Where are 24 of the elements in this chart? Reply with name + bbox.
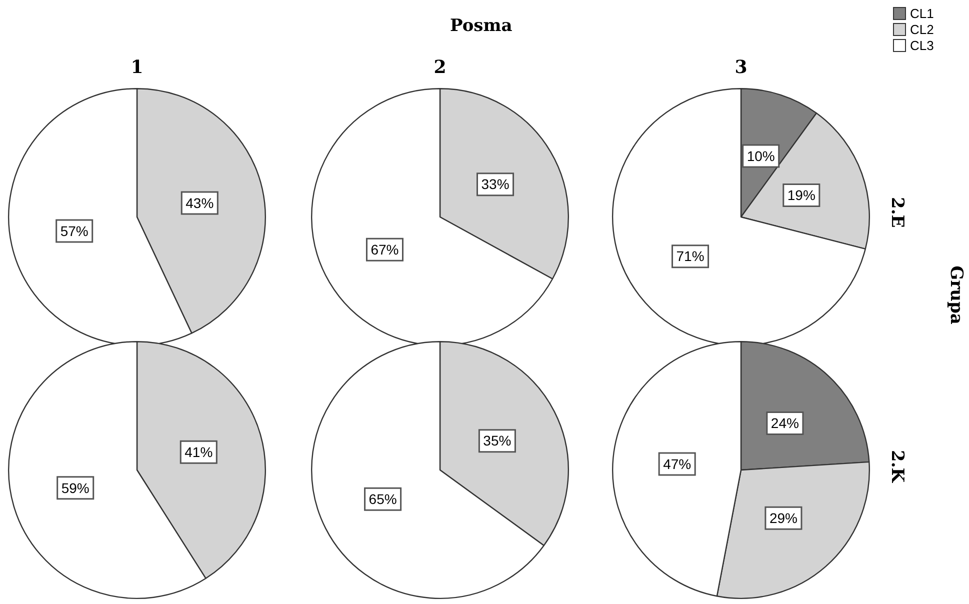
- legend-label: CL2: [909, 21, 934, 37]
- text: 2.E: [887, 197, 907, 228]
- data-label: 19%: [787, 187, 816, 204]
- data-label: 43%: [186, 194, 214, 211]
- data-label: 47%: [663, 456, 692, 472]
- chart-title: 2: [432, 57, 448, 78]
- text: Grupa: [946, 266, 966, 324]
- data-label: 67%: [370, 242, 399, 258]
- data-label: 57%: [60, 222, 88, 239]
- data-label: 35%: [483, 432, 512, 449]
- text: 2.K: [887, 450, 907, 483]
- data-label: 41%: [184, 444, 213, 460]
- data-label: 59%: [61, 480, 90, 496]
- data-label: 24%: [770, 415, 799, 432]
- chart-title: 1: [130, 57, 144, 78]
- legend-label: CL1: [909, 5, 934, 21]
- data-label: 29%: [769, 510, 798, 526]
- data-label: 33%: [481, 176, 510, 192]
- data-label: 65%: [368, 491, 397, 508]
- text: Posma: [450, 16, 512, 36]
- text: 3: [734, 57, 748, 78]
- legend-label: CL3: [909, 37, 934, 53]
- data-label: 71%: [676, 248, 704, 264]
- data-label: 10%: [746, 148, 775, 164]
